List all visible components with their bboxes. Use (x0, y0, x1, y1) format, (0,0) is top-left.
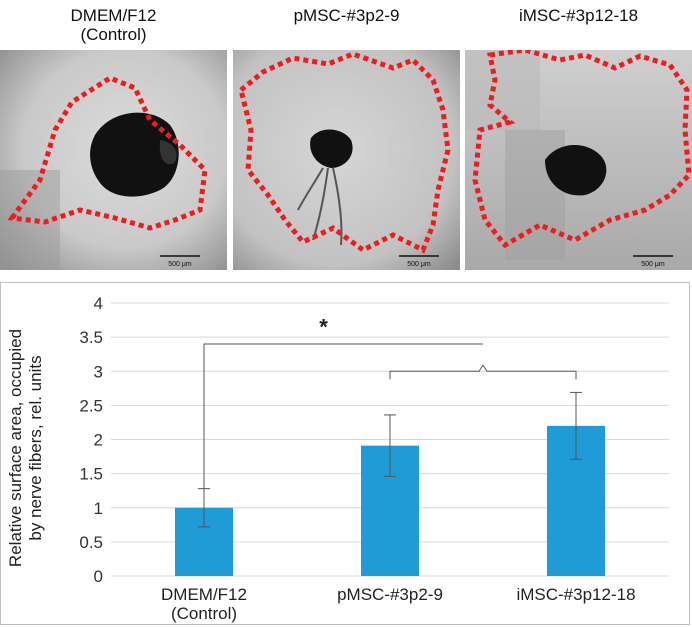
y-tick-label: 2.5 (79, 396, 103, 415)
y-tick-label: 1.5 (79, 465, 103, 484)
panel-title: pMSC-#3p2-9 (233, 6, 460, 25)
error-bar (198, 488, 210, 528)
y-tick-label: 2 (94, 431, 103, 450)
outline-path (238, 51, 451, 254)
y-axis-label-line1: Relative surface area, occupied (6, 329, 25, 567)
error-bar (570, 391, 582, 460)
micrograph-image: 500 μm (465, 50, 692, 270)
y-axis-label-line2: by nerve fibers, rel. units (26, 355, 45, 540)
panel-title-line2: (Control) (80, 25, 147, 44)
significance-line (203, 343, 483, 489)
error-bars (198, 391, 582, 528)
y-tick-labels: 0 0.5 1 1.5 2 2.5 3 3.5 4 (79, 294, 103, 586)
micrograph-panel-imsc: iMSC-#3p12-18 500 μm (465, 0, 692, 272)
y-axis-label: Relative surface area, occupied by nerve… (6, 329, 45, 567)
category-label: DMEM/F12 (161, 585, 247, 604)
micrograph-image: 500 μm (233, 50, 460, 270)
group-brace (389, 364, 577, 380)
panel-title-line1: iMSC-#3p12-18 (518, 6, 639, 25)
scale-bar-label: 500 μm (407, 261, 431, 268)
panel-title-line1: DMEM/F12 (70, 6, 157, 25)
category-label: pMSC-#3p2-9 (337, 585, 443, 604)
category-label: (Control) (171, 604, 237, 623)
error-bar (384, 414, 396, 477)
outline-path (7, 75, 208, 231)
category-label: iMSC-#3p12-18 (516, 585, 635, 604)
y-tick-label: 3.5 (79, 328, 103, 347)
outline-path (472, 50, 692, 249)
category-labels: DMEM/F12(Control) pMSC-#3p2-9 iMSC-#3p12-1… (161, 585, 636, 623)
y-tick-label: 0.5 (79, 533, 103, 552)
scale-bar-label: 500 μm (641, 261, 665, 268)
y-tick-label: 4 (94, 294, 103, 313)
micrograph-image: 500 μm (0, 50, 227, 270)
y-tick-label: 1 (94, 499, 103, 518)
y-tick-label: 3 (94, 362, 103, 381)
significance-brackets: * (203, 314, 577, 489)
panel-title-line1: pMSC-#3p2-9 (293, 6, 400, 25)
micrograph-panel-pmsc: pMSC-#3p2-9 500 μm (233, 0, 460, 272)
scale-bar-label: 500 μm (168, 261, 192, 268)
micrograph-panel-control: DMEM/F12 (Control) 500 μm (0, 0, 227, 272)
bar-chart: 0 0.5 1 1.5 2 2.5 3 3.5 4 DMEM/F12 (Control) pMSC-… (0, 282, 690, 625)
significance-star: * (319, 314, 328, 339)
panel-title: iMSC-#3p12-18 (465, 6, 692, 25)
y-tick-label: 0 (94, 567, 103, 586)
panel-title: DMEM/F12 (Control) (0, 6, 227, 44)
chart-svg: 0 0.5 1 1.5 2 2.5 3 3.5 4 DMEM/F12(Control) pMSC-… (6, 294, 669, 623)
